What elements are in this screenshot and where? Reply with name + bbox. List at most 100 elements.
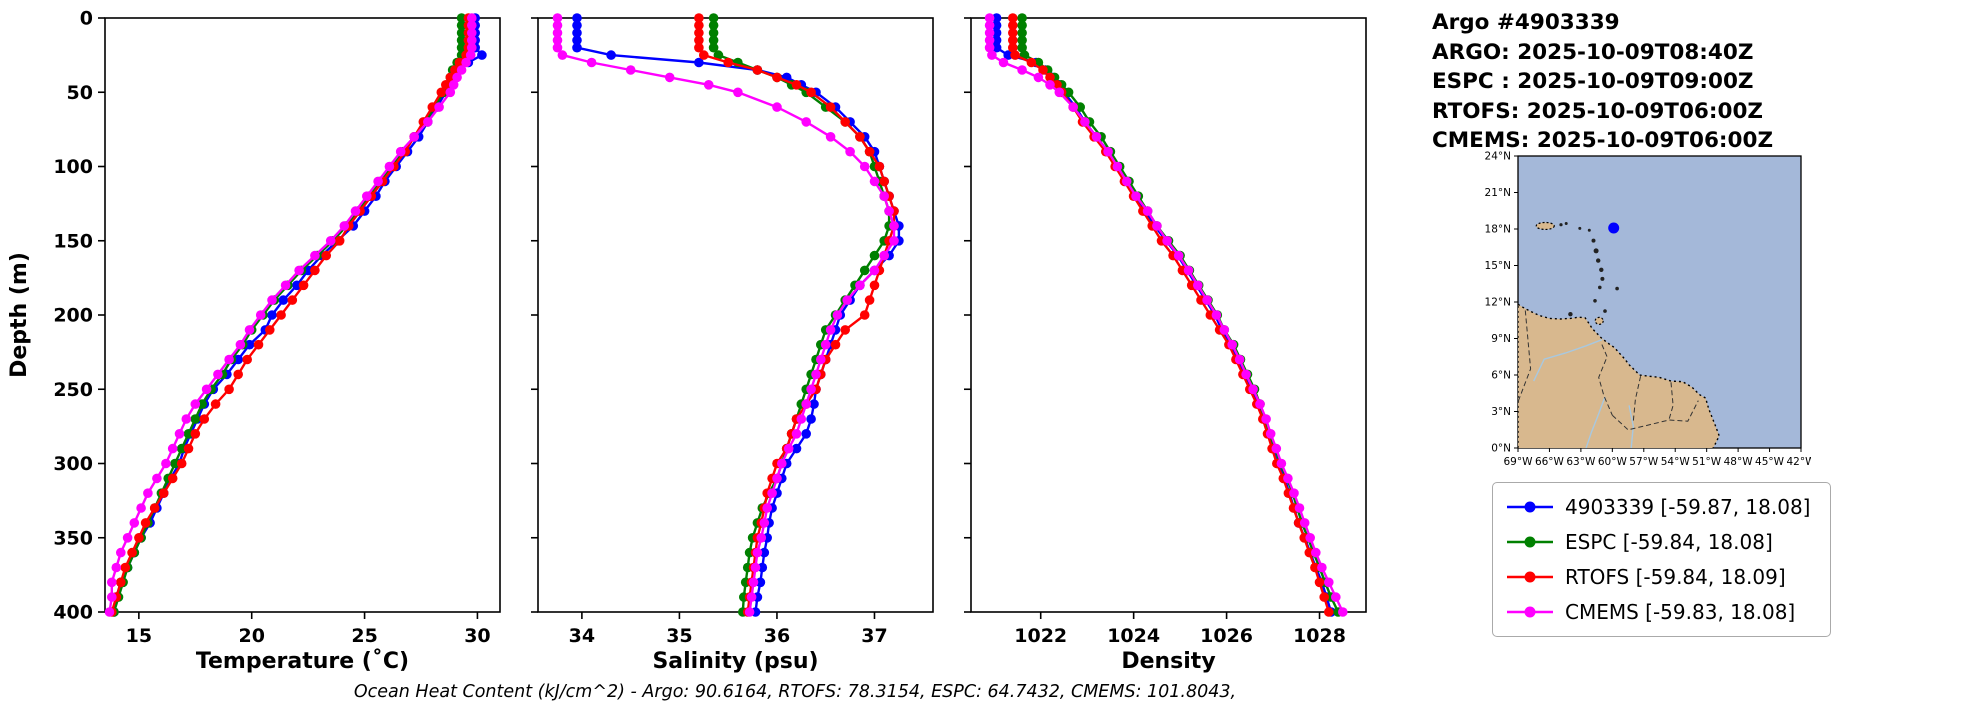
- x-axis-label: Density: [1121, 649, 1215, 674]
- map-lon-tick-label: 42°W: [1787, 456, 1812, 468]
- map-lat-tick-label: 9°N: [1491, 333, 1511, 345]
- x-tick-label: 30: [464, 625, 490, 647]
- map-island: [1599, 267, 1604, 272]
- x-tick-label: 1024: [1107, 625, 1160, 647]
- legend-item-label: ESPC [-59.84, 18.08]: [1565, 530, 1773, 554]
- y-tick-label: 350: [53, 527, 93, 549]
- y-tick-label: 200: [53, 305, 93, 327]
- y-axis-label: Depth (m): [7, 252, 32, 378]
- x-tick-label: 35: [666, 625, 692, 647]
- map-island: [1593, 299, 1597, 303]
- series-line-4903339: [995, 18, 1333, 613]
- legend-item-label: 4903339 [-59.87, 18.08]: [1565, 495, 1811, 519]
- ohc-footnote: Ocean Heat Content (kJ/cm^2) - Argo: 90.…: [353, 682, 1237, 702]
- legend-line-marker-icon: [1507, 501, 1553, 513]
- legend-item: RTOFS [-59.84, 18.09]: [1505, 565, 1810, 589]
- map-island: [1564, 222, 1568, 225]
- series-markers-CMEMS: [552, 13, 899, 617]
- map-mainland: [1518, 303, 1720, 448]
- map-island: [1559, 223, 1563, 227]
- map-island: [1600, 276, 1605, 281]
- x-tick-label: 20: [238, 625, 264, 647]
- x-axis-label: Salinity (psu): [652, 649, 818, 674]
- map-lon-tick-label: 66°W: [1535, 456, 1565, 468]
- map-border: [1518, 310, 1532, 402]
- x-tick-label: 34: [569, 625, 595, 647]
- map-lat-tick-label: 3°N: [1491, 406, 1511, 418]
- series-markers-CMEMS: [984, 13, 1348, 617]
- series-line-CMEMS: [988, 18, 1344, 613]
- rtofs-timestamp: RTOFS: 2025-10-09T06:00Z: [1432, 98, 1764, 124]
- series-line-CMEMS: [556, 18, 896, 613]
- series-markers-CMEMS: [104, 13, 477, 617]
- series-markers-RTOFS: [1008, 13, 1334, 617]
- map-lat-tick-label: 21°N: [1485, 187, 1511, 199]
- map-lon-tick-label: 51°W: [1692, 456, 1722, 468]
- series-markers-4903339: [991, 13, 1336, 617]
- header-info: Argo #4903339 ARGO: 2025-10-09T08:40Z ES…: [1432, 8, 1773, 156]
- profile-charts: 15 20 25 30050100150200250300350400Temperat…: [7, 8, 1367, 674]
- map-lat-tick-label: 15°N: [1485, 260, 1511, 272]
- series-line-RTOFS: [697, 18, 896, 613]
- map-lat-tick-label: 18°N: [1485, 224, 1511, 236]
- series-line-CMEMS: [108, 18, 473, 613]
- map-island: [1593, 248, 1599, 254]
- map-lon-tick-label: 45°W: [1755, 456, 1785, 468]
- float-title: Argo #4903339: [1432, 10, 1620, 35]
- y-tick-label: 100: [53, 156, 93, 178]
- map-river: [1533, 339, 1603, 382]
- series-line-ESPC: [112, 18, 463, 613]
- map-island: [1615, 286, 1619, 291]
- legend-line-marker-icon: [1507, 571, 1553, 583]
- legend-item-label: CMEMS [-59.83, 18.08]: [1565, 600, 1796, 624]
- location-map: 69°W 66°W 63°W 60°W 57°W 54°W 51°W 48°W 45°W 42°W…: [1485, 151, 1812, 469]
- x-tick-label: 36: [764, 625, 790, 647]
- float-position-marker: [1608, 222, 1620, 234]
- axes-frame: [537, 17, 934, 613]
- map-river: [1585, 396, 1606, 448]
- y-tick-label: 0: [80, 8, 93, 30]
- map-island: [1598, 285, 1602, 290]
- x-axis-label: Temperature (˚C): [196, 649, 409, 674]
- series-markers-ESPC: [109, 13, 467, 617]
- map-island: [1603, 309, 1607, 313]
- map-lon-tick-label: 57°W: [1629, 456, 1659, 468]
- legend-line-marker-icon: [1507, 606, 1553, 618]
- map-island: [1535, 221, 1555, 231]
- legend-line-marker-icon: [1507, 536, 1553, 548]
- series-markers-ESPC: [1017, 13, 1343, 617]
- map-land-group: [1518, 221, 1720, 448]
- map-lat-tick-label: 24°N: [1485, 151, 1511, 163]
- map-island: [1591, 238, 1596, 243]
- map-border: [1611, 400, 1699, 431]
- y-tick-label: 250: [53, 379, 93, 401]
- map-island: [1578, 226, 1582, 230]
- map-border: [1668, 382, 1674, 421]
- cmems-timestamp: CMEMS: 2025-10-09T06:00Z: [1432, 128, 1774, 153]
- map-island: [1594, 316, 1604, 325]
- series-markers-RTOFS: [107, 13, 474, 617]
- map-lon-tick-label: 60°W: [1598, 456, 1628, 468]
- map-lon-tick-label: 48°W: [1724, 456, 1754, 468]
- legend-item: 4903339 [-59.87, 18.08]: [1505, 495, 1810, 519]
- x-tick-label: 1028: [1293, 625, 1346, 647]
- map-island: [1568, 312, 1573, 317]
- map-lat-tick-label: 12°N: [1485, 297, 1511, 309]
- series-markers-4903339: [572, 13, 904, 617]
- x-tick-label: 25: [351, 625, 377, 647]
- map-island: [1587, 228, 1591, 232]
- x-tick-label: 1026: [1200, 625, 1253, 647]
- panel-0: 15 20 25 30050100150200250300350400Temperat…: [53, 8, 501, 674]
- y-tick-label: 50: [67, 82, 93, 104]
- x-tick-label: 37: [861, 625, 887, 647]
- map-lon-tick-label: 63°W: [1566, 456, 1596, 468]
- panel-2: 1022 1024 1026 1028 Density: [964, 13, 1367, 674]
- map-lat-tick-label: 0°N: [1491, 443, 1511, 455]
- y-tick-label: 150: [53, 230, 93, 252]
- y-tick-label: 300: [53, 453, 93, 475]
- series-line-4903339: [112, 18, 484, 613]
- y-tick-label: 400: [53, 602, 93, 624]
- x-tick-label: 1022: [1014, 625, 1067, 647]
- map-border: [1598, 344, 1613, 416]
